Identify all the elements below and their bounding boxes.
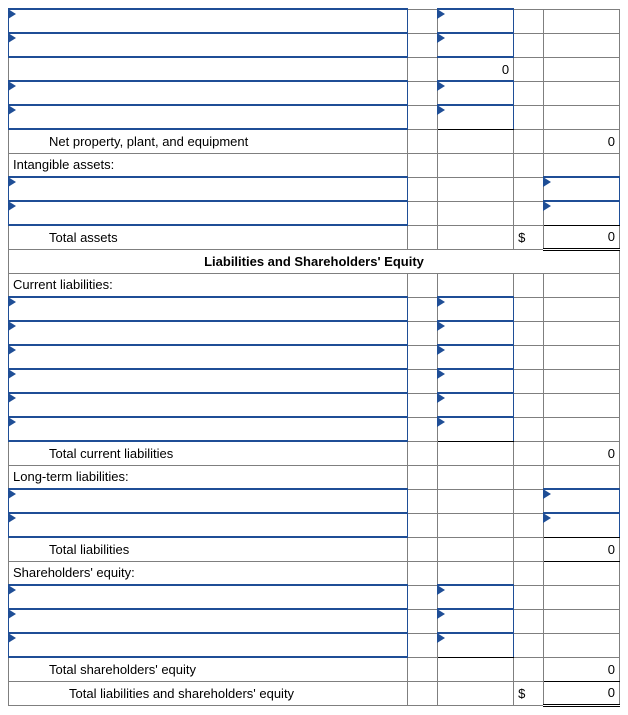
- input-row: [9, 177, 620, 201]
- input-row: [9, 513, 620, 537]
- total-assets-row: Total assets $ 0: [9, 225, 620, 249]
- total-liab-row: Total liabilities 0: [9, 537, 620, 561]
- total-share-equity-row: Total shareholders' equity 0: [9, 657, 620, 681]
- current-liab-label: Current liabilities:: [9, 273, 408, 297]
- subtotal-row: 0: [9, 57, 620, 81]
- input-row: [9, 81, 620, 105]
- value-input[interactable]: [544, 489, 620, 513]
- share-equity-header-row: Shareholders' equity:: [9, 561, 620, 585]
- label-input[interactable]: [9, 417, 408, 441]
- dollar-sign: $: [514, 225, 544, 249]
- label-input[interactable]: [9, 393, 408, 417]
- label-input[interactable]: [9, 633, 408, 657]
- total-current-liab-value: 0: [544, 441, 620, 465]
- value-input[interactable]: [438, 609, 514, 633]
- total-liab-label: Total liabilities: [9, 537, 408, 561]
- label-input[interactable]: [9, 609, 408, 633]
- input-row: [9, 321, 620, 345]
- input-row: [9, 33, 620, 57]
- label-input[interactable]: [9, 177, 408, 201]
- label-input[interactable]: [9, 585, 408, 609]
- value-input[interactable]: [438, 105, 514, 129]
- total-liab-equity-value: 0: [544, 681, 620, 705]
- net-ppe-row: Net property, plant, and equipment 0: [9, 129, 620, 153]
- input-row: [9, 633, 620, 657]
- input-row: [9, 201, 620, 225]
- total-assets-value: 0: [544, 225, 620, 249]
- value-input[interactable]: [438, 33, 514, 57]
- value-input[interactable]: [544, 201, 620, 225]
- total-liab-equity-label: Total liabilities and shareholders' equi…: [9, 681, 408, 705]
- value-input[interactable]: [438, 9, 514, 33]
- subtotal-value: 0: [438, 57, 514, 81]
- input-row: [9, 417, 620, 441]
- label-input[interactable]: [9, 33, 408, 57]
- intangible-header-row: Intangible assets:: [9, 153, 620, 177]
- label-input[interactable]: [9, 81, 408, 105]
- net-ppe-value: 0: [544, 129, 620, 153]
- total-share-equity-label: Total shareholders' equity: [9, 657, 408, 681]
- input-row: [9, 369, 620, 393]
- net-ppe-label: Net property, plant, and equipment: [9, 129, 408, 153]
- input-row: [9, 105, 620, 129]
- input-row: [9, 297, 620, 321]
- input-row: [9, 609, 620, 633]
- value-input[interactable]: [438, 297, 514, 321]
- total-current-liab-row: Total current liabilities 0: [9, 441, 620, 465]
- label-input[interactable]: [9, 297, 408, 321]
- value-input[interactable]: [438, 345, 514, 369]
- value-input[interactable]: [438, 369, 514, 393]
- label-input[interactable]: [9, 105, 408, 129]
- share-equity-label: Shareholders' equity:: [9, 561, 408, 585]
- value-input[interactable]: [544, 177, 620, 201]
- label-input[interactable]: [9, 369, 408, 393]
- longterm-liab-header-row: Long-term liabilities:: [9, 465, 620, 489]
- label-input[interactable]: [9, 345, 408, 369]
- dollar-sign: $: [514, 681, 544, 705]
- value-input[interactable]: [438, 417, 514, 441]
- label-input[interactable]: [9, 489, 408, 513]
- input-row: [9, 489, 620, 513]
- balance-sheet-table: 0 Net property, plant, and equipment 0 I…: [8, 8, 620, 707]
- value-input[interactable]: [438, 81, 514, 105]
- value-input[interactable]: [438, 633, 514, 657]
- total-share-equity-value: 0: [544, 657, 620, 681]
- value-input[interactable]: [438, 321, 514, 345]
- value-input[interactable]: [544, 513, 620, 537]
- liab-equity-header: Liabilities and Shareholders' Equity: [9, 249, 620, 273]
- liab-equity-header-row: Liabilities and Shareholders' Equity: [9, 249, 620, 273]
- label-input[interactable]: [9, 9, 408, 33]
- longterm-liab-label: Long-term liabilities:: [9, 465, 408, 489]
- total-current-liab-label: Total current liabilities: [9, 441, 408, 465]
- input-row: [9, 345, 620, 369]
- total-assets-label: Total assets: [9, 225, 408, 249]
- value-input[interactable]: [438, 393, 514, 417]
- total-liab-value: 0: [544, 537, 620, 561]
- intangible-label: Intangible assets:: [9, 153, 408, 177]
- input-row: [9, 9, 620, 33]
- label-input[interactable]: [9, 201, 408, 225]
- label-input[interactable]: [9, 513, 408, 537]
- current-liab-header-row: Current liabilities:: [9, 273, 620, 297]
- input-row: [9, 585, 620, 609]
- label-input[interactable]: [9, 321, 408, 345]
- value-input[interactable]: [438, 585, 514, 609]
- total-liab-equity-row: Total liabilities and shareholders' equi…: [9, 681, 620, 705]
- input-row: [9, 393, 620, 417]
